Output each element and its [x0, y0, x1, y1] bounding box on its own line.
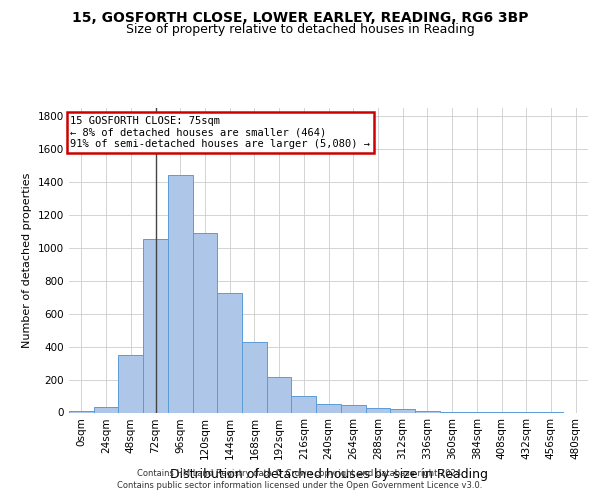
Bar: [415, 411, 440, 412]
Bar: [168, 175, 193, 412]
Bar: [316, 404, 341, 412]
Y-axis label: Number of detached properties: Number of detached properties: [22, 172, 32, 348]
Bar: [242, 342, 267, 412]
Text: Contains HM Land Registry data © Crown copyright and database right 2024.: Contains HM Land Registry data © Crown c…: [137, 470, 463, 478]
Bar: [118, 355, 143, 412]
Bar: [69, 411, 94, 412]
Text: Size of property relative to detached houses in Reading: Size of property relative to detached ho…: [125, 24, 475, 36]
Bar: [94, 406, 118, 412]
X-axis label: Distribution of detached houses by size in Reading: Distribution of detached houses by size …: [170, 468, 487, 481]
Bar: [341, 405, 365, 412]
Bar: [365, 408, 390, 412]
Bar: [292, 396, 316, 412]
Text: Contains public sector information licensed under the Open Government Licence v3: Contains public sector information licen…: [118, 482, 482, 490]
Text: 15, GOSFORTH CLOSE, LOWER EARLEY, READING, RG6 3BP: 15, GOSFORTH CLOSE, LOWER EARLEY, READIN…: [72, 10, 528, 24]
Bar: [267, 377, 292, 412]
Bar: [193, 233, 217, 412]
Text: 15 GOSFORTH CLOSE: 75sqm
← 8% of detached houses are smaller (464)
91% of semi-d: 15 GOSFORTH CLOSE: 75sqm ← 8% of detache…: [70, 116, 370, 149]
Bar: [390, 409, 415, 412]
Bar: [217, 293, 242, 412]
Bar: [143, 240, 168, 412]
